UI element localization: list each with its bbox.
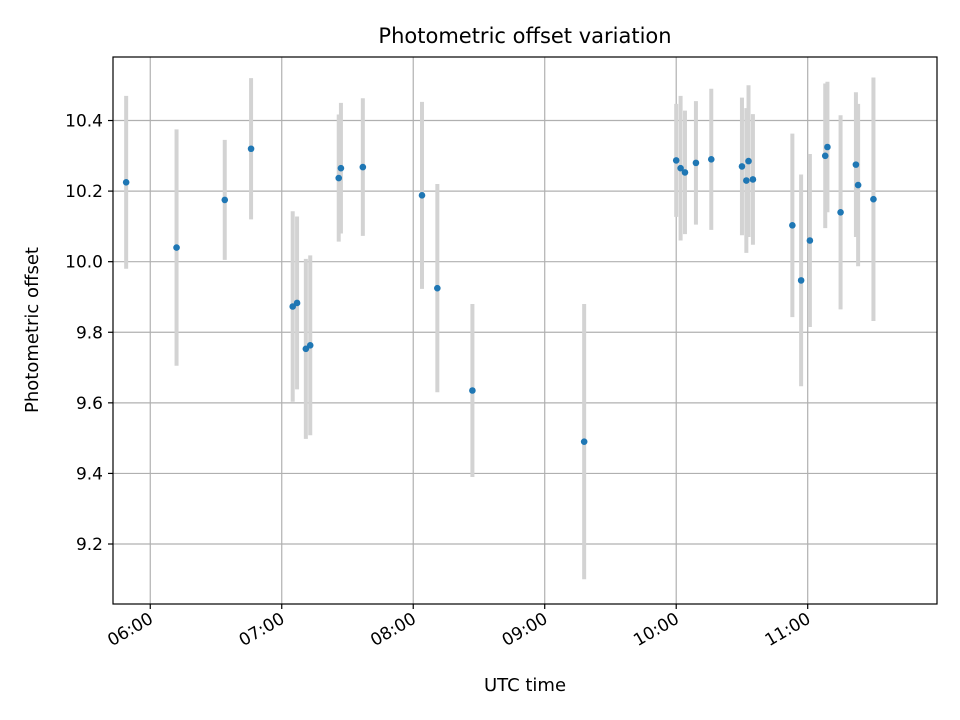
- data-point: [749, 176, 757, 183]
- data-point: [707, 156, 715, 163]
- data-point: [821, 152, 829, 160]
- y-tick-label: 9.4: [76, 464, 103, 484]
- data-point: [221, 196, 229, 204]
- data-point: [692, 159, 700, 167]
- data-point: [677, 164, 684, 172]
- data-point: [302, 345, 310, 353]
- data-point: [337, 164, 345, 172]
- data-point: [789, 222, 796, 229]
- data-point: [681, 169, 689, 176]
- x-axis-title: UTC time: [484, 675, 566, 696]
- y-tick-label: 9.6: [76, 394, 103, 414]
- data-point: [335, 174, 343, 182]
- data-point: [870, 195, 877, 203]
- data-point: [469, 387, 476, 394]
- data-point: [806, 237, 814, 244]
- y-axis-title: Photometric offset: [22, 247, 43, 413]
- chart-title: Photometric offset variation: [378, 24, 671, 48]
- data-point: [672, 157, 680, 164]
- data-point: [797, 277, 805, 284]
- data-point: [293, 299, 301, 307]
- y-tick-label: 10.4: [65, 112, 103, 132]
- data-point: [289, 303, 297, 310]
- data-point: [418, 192, 426, 199]
- data-point: [247, 145, 255, 153]
- y-axis: 9.2 9.4 9.6 9.8 10.0 10.2 10.4: [65, 112, 113, 555]
- data-point: [359, 163, 367, 171]
- plot-frame: [112, 56, 938, 605]
- data-point: [745, 157, 752, 165]
- data-point: [837, 208, 844, 216]
- data-point: [122, 178, 130, 186]
- y-tick-label: 10.0: [65, 253, 103, 273]
- y-tick-label: 9.8: [76, 323, 103, 343]
- data-point: [306, 342, 314, 349]
- data-point: [173, 244, 180, 251]
- data-point: [738, 163, 746, 170]
- data-point: [743, 177, 750, 184]
- data-points: [122, 143, 877, 445]
- y-tick-label: 10.2: [65, 182, 103, 202]
- data-point: [434, 284, 441, 292]
- y-tick-label: 9.2: [76, 535, 103, 555]
- data-point: [854, 181, 862, 189]
- data-point: [580, 438, 588, 445]
- data-point: [824, 143, 831, 151]
- data-point: [852, 161, 860, 168]
